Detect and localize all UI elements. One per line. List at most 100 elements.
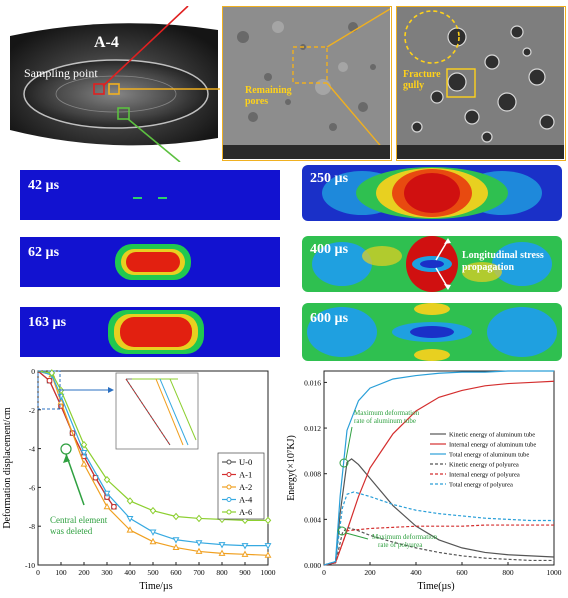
x-tick-label: 1000 [261,568,276,577]
series-point-A-6 [149,506,157,515]
annotation-line2: was deleted [50,526,93,536]
y-tick-label: -10 [25,561,35,570]
energy-x-axis-label: Time(µs) [417,581,454,592]
y-tick-label: -8 [29,522,35,531]
legend-label-A-6: A-6 [239,507,252,517]
x-tick-label: 1000 [547,568,562,577]
sim-panel-163us: 163 µs [20,307,280,357]
series-point-A-2 [126,526,134,533]
series-point-A-2 [241,550,249,557]
x-tick-label: 600 [456,568,468,577]
sim-time-163us: 163 µs [28,315,67,330]
series-point-A-6 [103,475,111,484]
series-point-A-2 [172,543,180,551]
x-tick-label: 0 [322,568,326,577]
y-tick-label: 0.012 [304,424,321,433]
legend-label: Total energy of aluminum tube [449,452,529,459]
series-point-A-6 [195,514,203,523]
series-line-A-4 [37,370,268,547]
energy-chart: 0 200 400 600 800 1000 0.000 0.004 0.008 0.012 0.0… [284,365,568,593]
remaining-pores-label: Remaining pores [245,85,292,107]
legend-label: Internal energy of polyurea [449,472,520,479]
x-tick-label: 800 [502,568,514,577]
series-point-A-6 [172,512,180,521]
sim-panel-42us: 42 µs [20,170,280,220]
y-tick-label: 0 [31,367,35,376]
series-point-A-2 [149,537,157,545]
al-annotation-line2: rate of aluminum tube [354,417,416,425]
series-point-A-6 [264,516,272,525]
sim-time-400us: 400 µs [310,242,349,257]
sim-panel-600us: 600 µs [302,303,562,361]
series-line [323,524,554,566]
series-point-A-1 [111,504,117,510]
legend-label: Kinetic energy of aluminum tube [449,432,535,439]
series-point-A-2 [195,547,203,554]
legend-marker-U-0 [226,459,232,465]
stress-annotation-line1: Longitudinal stress [462,250,544,261]
x-tick-label: 900 [239,568,251,577]
series-line [323,526,554,566]
specimen-label: A-4 [94,34,119,51]
series-point-A-2 [264,551,272,558]
x-tick-label: 400 [124,568,136,577]
series-point-A-4 [126,515,134,523]
y-tick-label: 0.008 [304,470,321,479]
series-point-A-4 [172,537,180,544]
x-tick-label: 800 [216,568,228,577]
series-point-A-2 [80,460,88,467]
x-tick-label: 700 [193,568,205,577]
x-axis-label: Time/µs [139,581,172,592]
series-point-A-4 [103,490,111,498]
x-tick-label: 100 [55,568,67,577]
y-tick-label: 0.016 [304,378,321,387]
zoom-inset [37,370,199,450]
series-point-A-4 [80,449,88,457]
series-point-A-4 [264,543,272,550]
x-tick-label: 300 [101,568,113,577]
series-point-A-1 [46,377,53,384]
x-tick-label: 0 [36,568,40,577]
pu-annotation-line2: rate of polyurea [378,541,423,549]
y-tick-label: -6 [29,483,35,492]
sim-panel-400us: 400 µs Longitudinal stress propagation [302,236,562,292]
legend-marker-A-4 [226,497,232,502]
legend-label: Total energy of polyurea [449,482,513,489]
series-line-A-2 [37,370,269,556]
stress-annotation: Longitudinal stress propagation [462,250,544,274]
sem-image-remaining-pores: Remaining pores [222,6,392,161]
x-tick-label: 600 [170,568,182,577]
series-point-A-4 [218,542,226,549]
series-point-A-4 [195,540,203,547]
series-point-A-6 [80,440,88,449]
y-axis-label: Deformation displacement/cm [2,407,13,529]
legend-marker-A-6 [226,509,232,515]
specimen-photo: A-4 Sampling point [8,5,220,163]
pu-annotation-line1: Maximum deformation [372,533,438,541]
energy-y-axis-label: Energy(×10⁷KJ) [286,435,297,501]
legend-marker-A-2 [226,484,232,490]
legend-label-U-0: U-0 [239,457,252,467]
sim-panel-250us: 250 µs [302,165,562,221]
sem-image-fracture-gully: Fracture gully [396,6,566,161]
series-line-A-1 [37,370,115,508]
series-point-A-6 [126,497,134,505]
deleted-element-annotation: Central element was deleted [50,443,108,536]
y-tick-label: 0.000 [304,561,321,570]
sim-time-62us: 62 µs [28,245,60,260]
sim-time-600us: 600 µs [310,311,349,326]
y-tick-label: -4 [29,445,35,454]
legend-box [217,452,265,520]
series-line [323,491,554,566]
x-tick-label: 400 [410,568,422,577]
annotation-line1: Central element [50,515,108,525]
legend-label: Internal energy of aluminum tube [449,442,536,449]
y-tick-label: 0.004 [304,515,321,524]
plot-frame [323,370,555,566]
sim-time-42us: 42 µs [28,178,60,193]
series-line [323,458,555,566]
series-line [323,370,554,566]
energy-annotations: Maximum deformation rate of aluminum tub… [337,409,438,549]
legend-label-A-4: A-4 [239,495,253,505]
sampling-point-label: Sampling point [24,66,98,80]
